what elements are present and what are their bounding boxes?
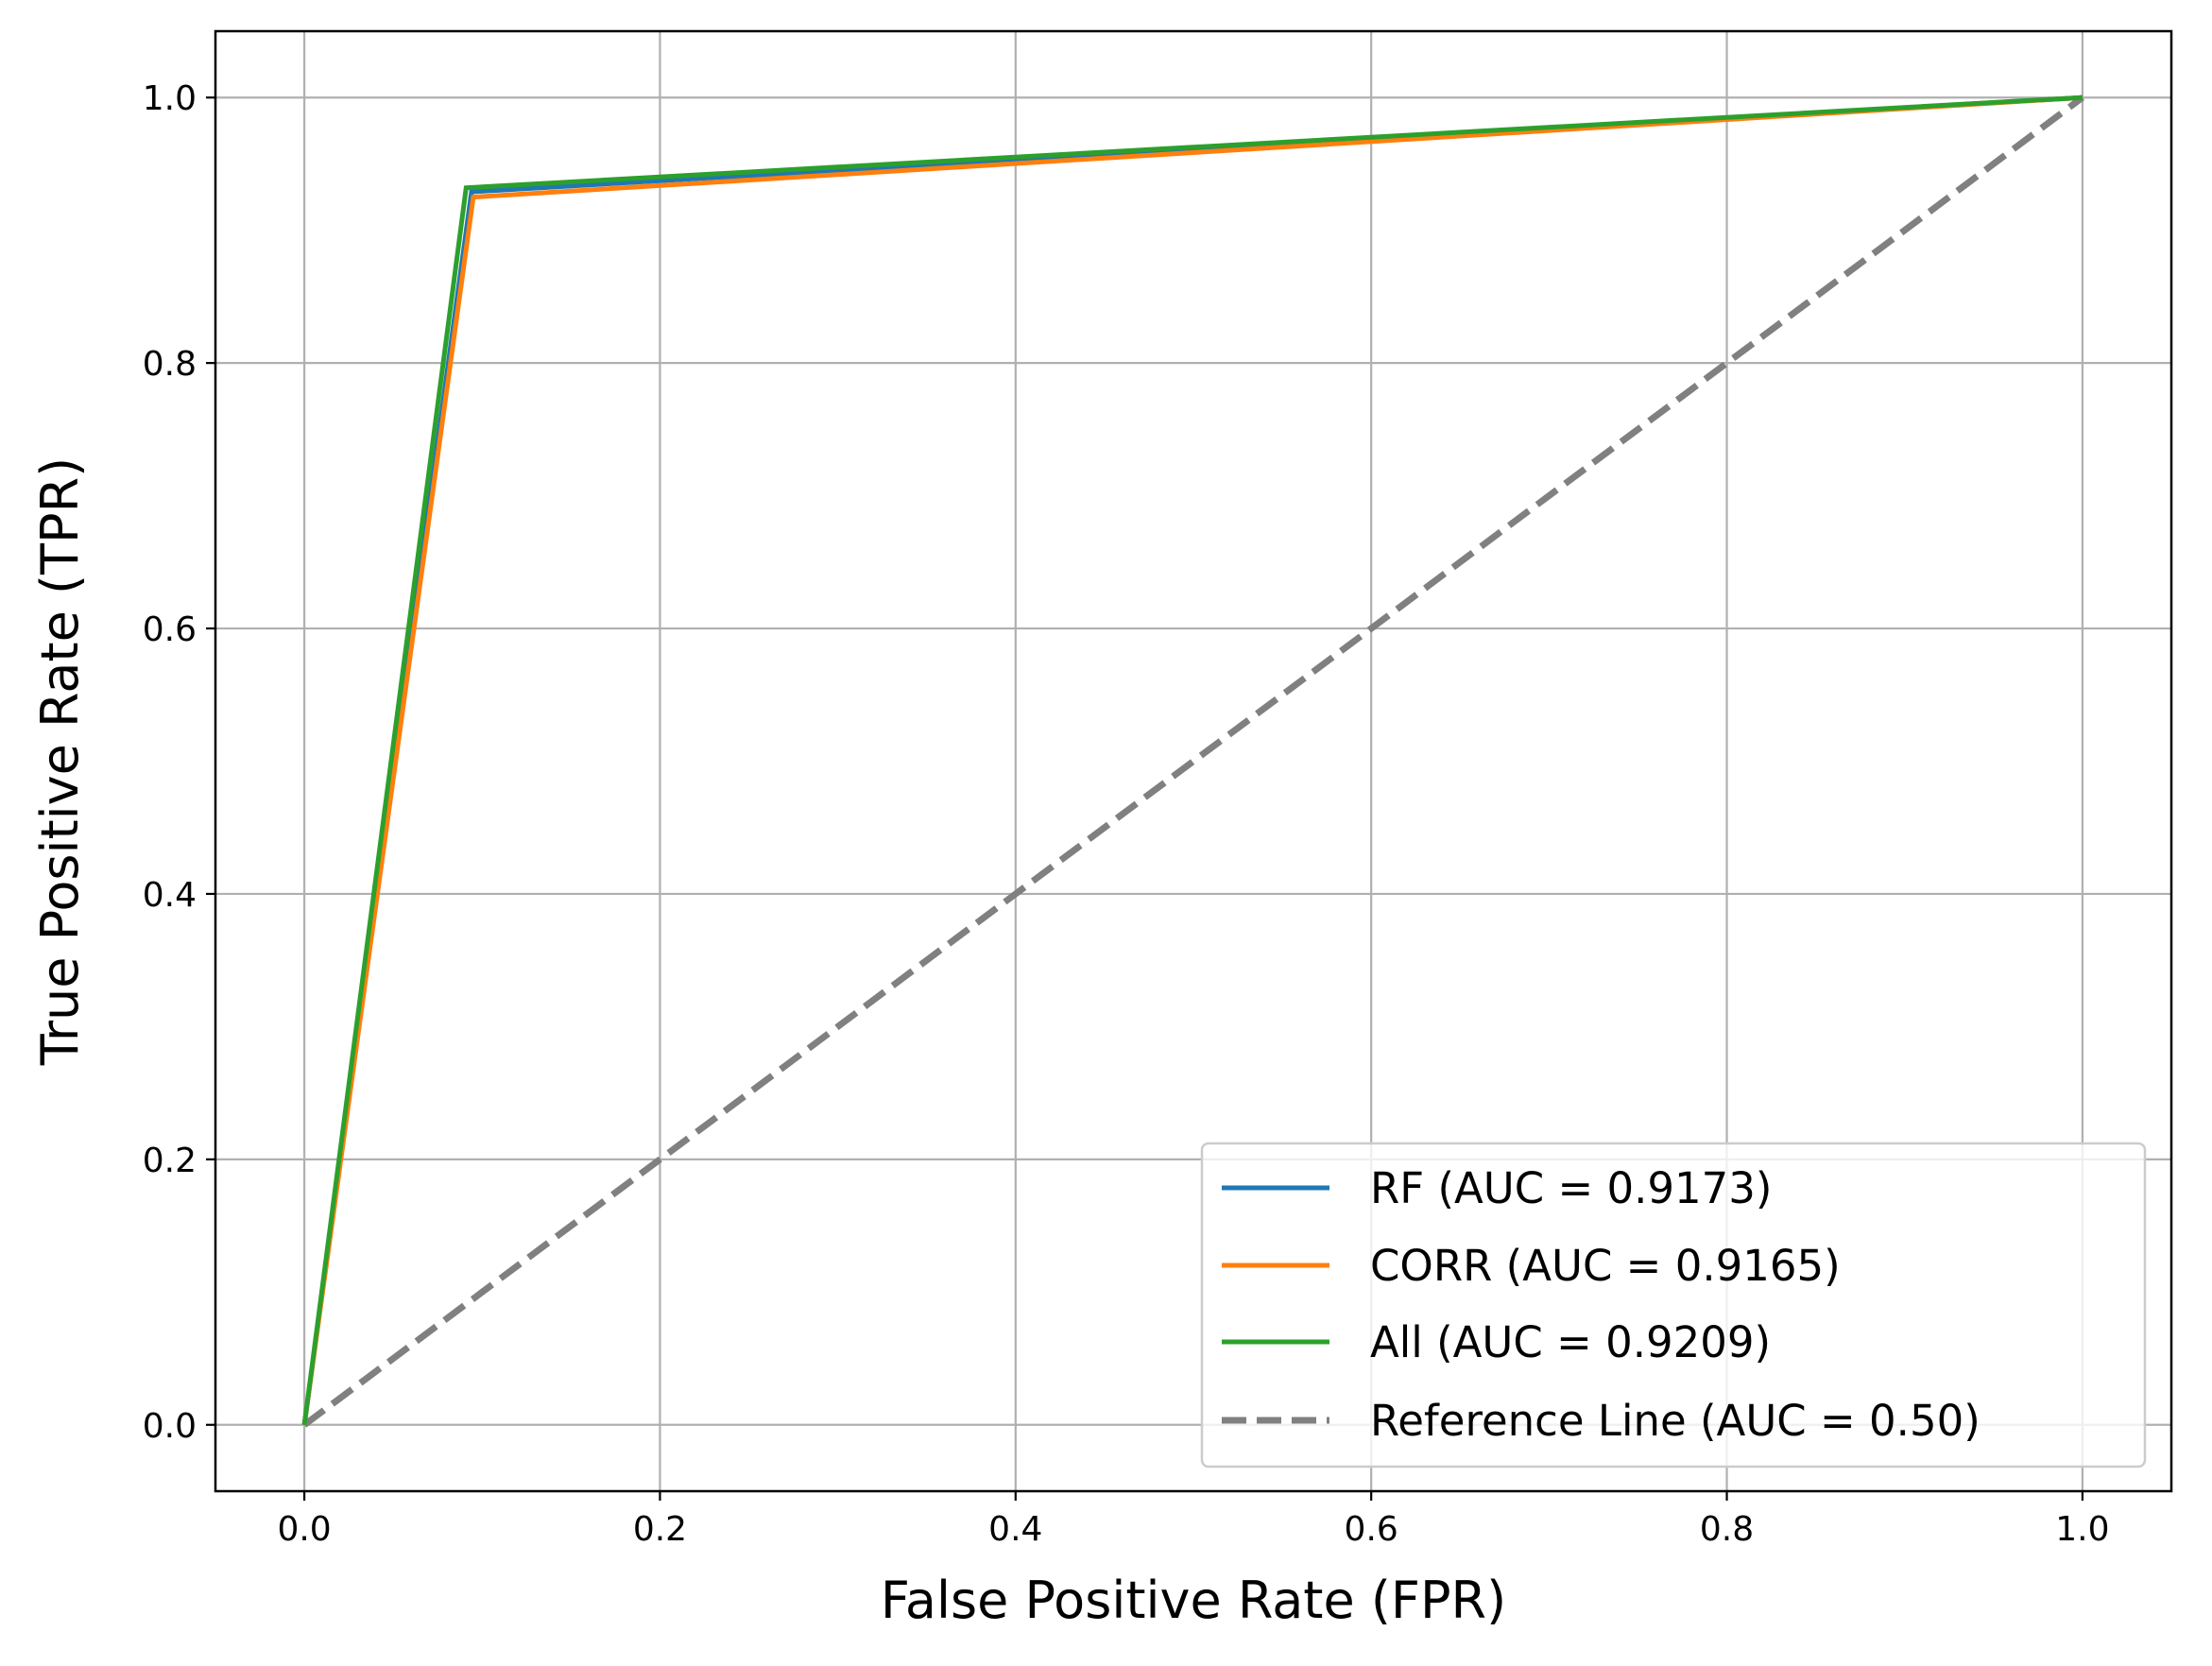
x-tick-label: 0.4 <box>988 1510 1042 1549</box>
y-tick-label: 0.8 <box>143 345 197 384</box>
y-tick-label: 0.0 <box>143 1407 197 1446</box>
legend: RF (AUC = 0.9173) CORR (AUC = 0.9165) All … <box>1200 1142 2147 1468</box>
x-tick-label: 1.0 <box>2055 1510 2109 1549</box>
legend-label: CORR (AUC = 0.9165) <box>1370 1241 1841 1291</box>
x-tick-label: 0.6 <box>1345 1510 1398 1549</box>
legend-label: RF (AUC = 0.9173) <box>1370 1163 1772 1213</box>
y-axis-title: True Positive Rate (TPR) <box>30 457 90 1066</box>
series-line-1 <box>301 94 2083 1426</box>
series-lines <box>301 94 2084 1428</box>
y-tick-label: 0.4 <box>143 876 197 915</box>
y-tick-label: 0.2 <box>143 1142 197 1180</box>
series-line-2 <box>301 94 2083 1426</box>
y-tick-label: 0.6 <box>143 610 197 649</box>
series-line-3 <box>302 94 2084 1428</box>
x-tick-label: 0.0 <box>277 1510 331 1549</box>
x-axis-title: False Positive Rate (FPR) <box>881 1571 1506 1630</box>
x-tick-label: 0.2 <box>633 1510 687 1549</box>
axis-ticks: 0.0 0.2 0.4 0.6 0.8 1.0 0.0 0.2 0.4 0.6 0.8 1.0 <box>143 79 2110 1549</box>
x-tick-label: 0.8 <box>1700 1510 1754 1549</box>
legend-label: All (AUC = 0.9209) <box>1370 1317 1771 1367</box>
grid-lines <box>215 31 2171 1491</box>
legend-label: Reference Line (AUC = 0.50) <box>1370 1396 1981 1446</box>
legend-box <box>1200 1142 2147 1468</box>
plot-frame <box>214 29 2173 1493</box>
y-tick-label: 1.0 <box>143 79 197 118</box>
